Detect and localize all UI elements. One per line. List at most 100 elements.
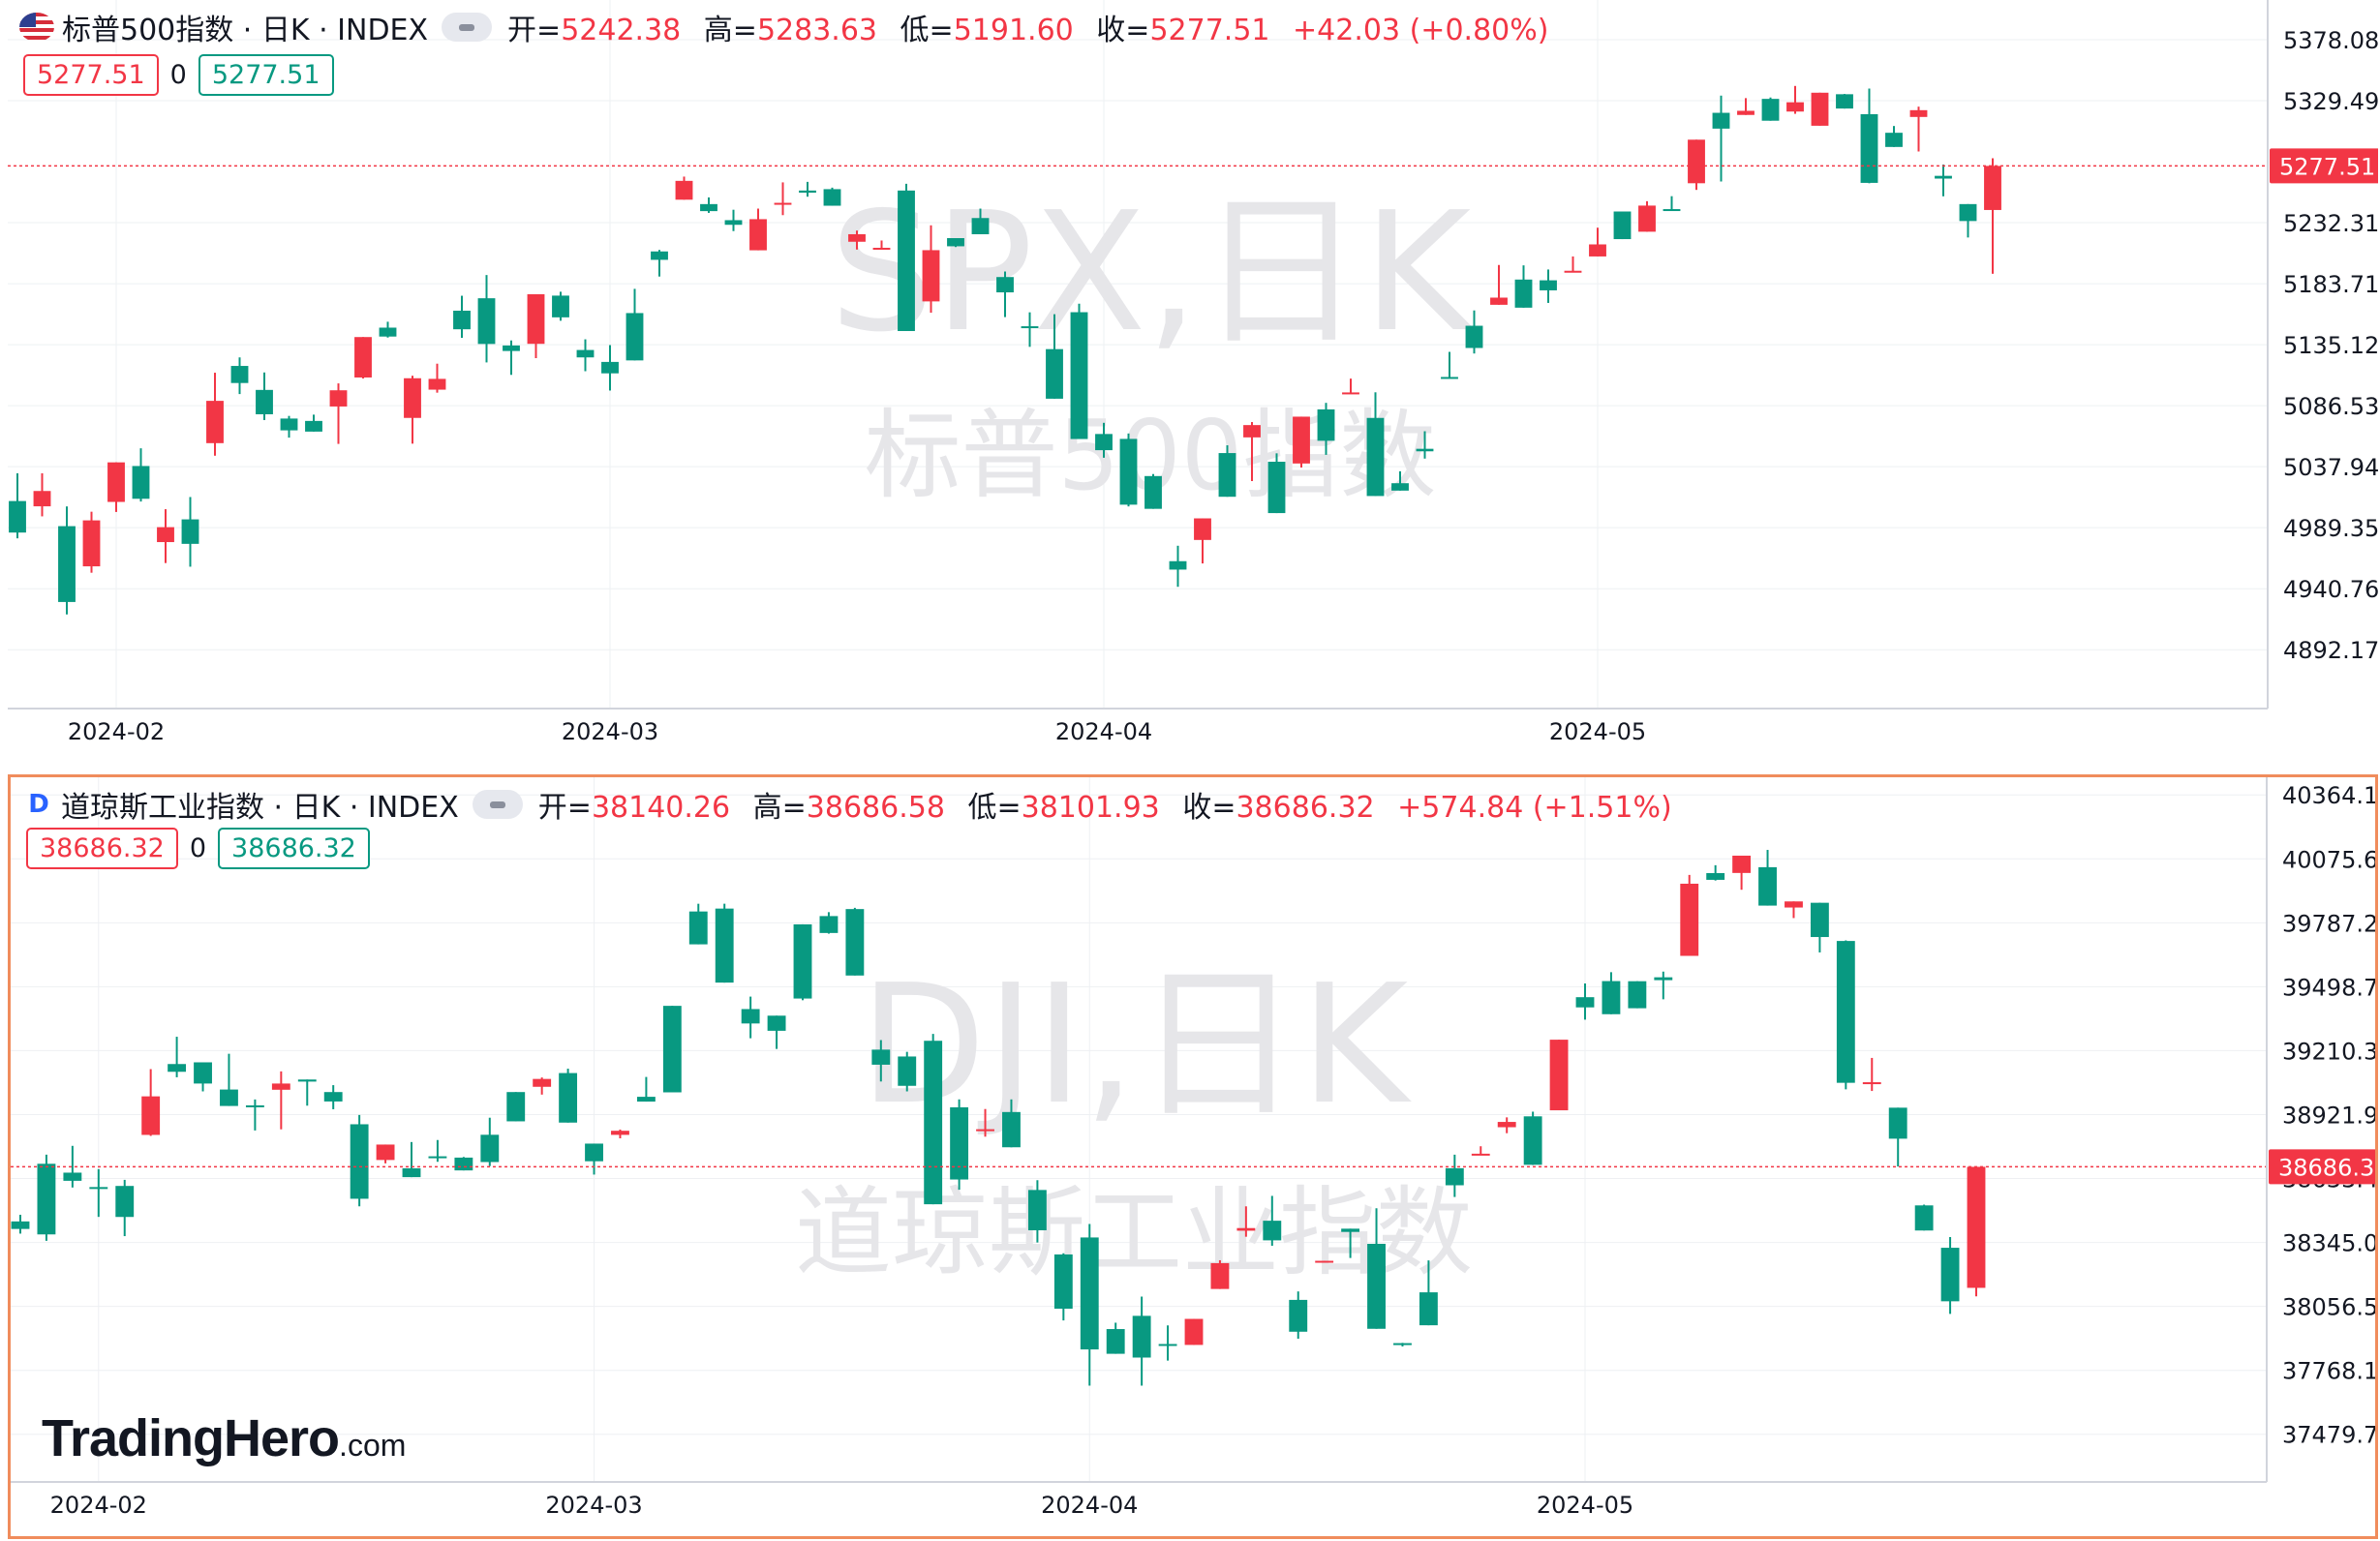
spx-candle[interactable] — [1959, 203, 1977, 238]
spx-candle[interactable] — [1935, 164, 1952, 196]
dji-candle[interactable] — [1967, 1166, 1986, 1297]
dji-title[interactable]: 道琼斯工业指数 · 日K · INDEX — [61, 791, 459, 825]
dji-candle[interactable] — [168, 1037, 187, 1077]
dji-candle[interactable] — [1445, 1154, 1464, 1197]
spx-candle[interactable] — [626, 288, 644, 361]
spx-chart-pane[interactable]: SPX,日K 标普500指数 5378.08 5329.49 5232.31 5183.7… — [8, 0, 2378, 765]
dji-candle[interactable] — [1497, 1117, 1516, 1133]
dji-candle[interactable] — [428, 1139, 447, 1163]
dji-candle[interactable] — [1888, 1107, 1907, 1167]
dji-candle[interactable] — [688, 903, 708, 945]
dji-candle[interactable] — [1758, 850, 1777, 906]
dji-candle[interactable] — [297, 1079, 317, 1106]
dji-candle[interactable] — [1184, 1318, 1204, 1345]
spx-candle[interactable] — [1514, 265, 1533, 308]
dji-candle[interactable] — [350, 1114, 369, 1207]
dji-candle[interactable] — [1419, 1260, 1438, 1326]
spx-candle[interactable] — [1070, 303, 1088, 439]
dji-candle[interactable] — [454, 1157, 473, 1171]
spx-candle[interactable] — [576, 339, 595, 372]
dji-candle[interactable] — [898, 1051, 917, 1092]
dji-candle[interactable] — [1471, 1146, 1490, 1156]
dji-candle[interactable] — [1654, 971, 1673, 1000]
dji-candle[interactable] — [741, 996, 760, 1039]
spx-candle[interactable] — [1391, 470, 1409, 491]
dji-candle[interactable] — [402, 1141, 421, 1178]
dji-candle[interactable] — [1210, 1259, 1230, 1289]
spx-candle[interactable] — [1712, 95, 1730, 182]
spx-candle[interactable] — [1342, 378, 1359, 395]
collapse-legend-icon[interactable] — [472, 790, 523, 819]
collapse-legend-icon[interactable] — [442, 13, 493, 42]
spx-candle[interactable] — [872, 240, 891, 250]
dji-candle[interactable] — [1367, 1208, 1386, 1329]
dji-bid-box[interactable]: 38686.32 — [26, 828, 178, 869]
spx-candle[interactable] — [651, 250, 668, 277]
dji-candle[interactable] — [976, 1108, 994, 1137]
dji-candle[interactable] — [1836, 940, 1855, 1090]
spx-candle[interactable] — [1564, 256, 1582, 273]
dji-candle[interactable] — [11, 1214, 30, 1234]
spx-candle[interactable] — [181, 497, 199, 567]
spx-candle[interactable] — [1786, 85, 1804, 114]
spx-candle[interactable] — [1540, 269, 1557, 303]
spx-candle[interactable] — [1441, 351, 1458, 379]
spx-candle[interactable] — [552, 291, 569, 321]
spx-candle[interactable] — [1490, 264, 1508, 305]
dji-candle[interactable] — [1315, 1260, 1334, 1263]
dji-candle[interactable] — [611, 1129, 629, 1138]
dji-candle[interactable] — [1549, 1040, 1569, 1111]
spx-candle[interactable] — [1095, 422, 1113, 458]
dji-candle[interactable] — [245, 1099, 264, 1131]
dji-candle[interactable] — [950, 1099, 969, 1191]
spx-title[interactable]: 标普500指数 · 日K · INDEX — [62, 14, 429, 47]
spx-candlestick-chart[interactable]: SPX,日K标普500指数5378.085329.495232.315183.7… — [8, 0, 2378, 765]
spx-candle[interactable] — [1638, 200, 1656, 232]
dji-candle[interactable] — [1027, 1180, 1047, 1243]
spx-candle[interactable] — [1465, 310, 1483, 354]
spx-candle[interactable] — [1046, 314, 1063, 399]
dji-candle[interactable] — [1628, 981, 1647, 1009]
dji-candle[interactable] — [1080, 1224, 1099, 1386]
dji-candle[interactable] — [323, 1085, 343, 1109]
dji-candle[interactable] — [559, 1069, 578, 1123]
dji-candle[interactable] — [871, 1040, 891, 1082]
dji-candle[interactable] — [1914, 1204, 1934, 1231]
spx-candle[interactable] — [1885, 126, 1903, 147]
spx-candle[interactable] — [1811, 92, 1829, 126]
spx-candle[interactable] — [82, 511, 101, 573]
spx-candle[interactable] — [774, 182, 792, 216]
spx-candle[interactable] — [898, 183, 915, 331]
spx-candle[interactable] — [206, 373, 224, 456]
dji-candle[interactable] — [506, 1092, 526, 1122]
dji-candle[interactable] — [1732, 855, 1752, 891]
dji-candle[interactable] — [141, 1069, 161, 1136]
spx-ask-box[interactable]: 5277.51 — [198, 54, 334, 96]
spx-candle[interactable] — [1836, 94, 1853, 109]
spx-candle[interactable] — [33, 472, 51, 517]
spx-candle[interactable] — [1860, 88, 1878, 184]
dji-candle[interactable] — [1706, 864, 1725, 881]
dji-candle[interactable] — [533, 1077, 552, 1095]
dji-candle[interactable] — [194, 1062, 212, 1092]
dji-candle[interactable] — [1602, 972, 1621, 1014]
spx-candle[interactable] — [675, 176, 693, 200]
dji-candle[interactable] — [793, 923, 812, 1001]
dji-candle[interactable] — [1810, 902, 1829, 952]
spx-candle[interactable] — [947, 238, 964, 248]
spx-candle[interactable] — [1737, 98, 1754, 115]
spx-bid-box[interactable]: 5277.51 — [23, 54, 159, 96]
spx-candle[interactable] — [305, 414, 322, 432]
dji-candle[interactable] — [715, 903, 734, 983]
spx-candle[interactable] — [329, 383, 348, 444]
spx-candle[interactable] — [1984, 158, 2001, 274]
dji-candle[interactable] — [480, 1117, 500, 1166]
dji-candle[interactable] — [37, 1154, 56, 1241]
spx-candle[interactable] — [1416, 431, 1434, 459]
dji-candle[interactable] — [1106, 1322, 1125, 1354]
spx-candle[interactable] — [1218, 445, 1236, 498]
dji-candle[interactable] — [1263, 1195, 1282, 1246]
dji-candle[interactable] — [271, 1071, 290, 1130]
spx-candle[interactable] — [1613, 211, 1632, 240]
dji-candle[interactable] — [220, 1053, 238, 1106]
